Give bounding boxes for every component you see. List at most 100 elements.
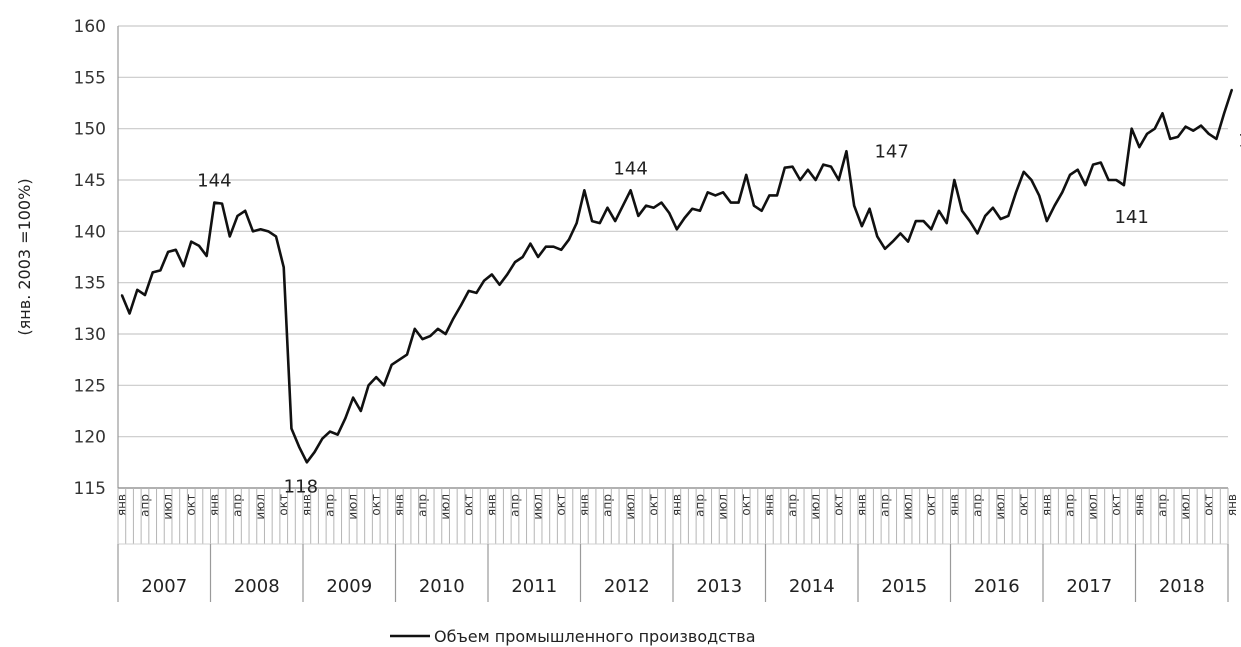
y-tick-label: 150 — [74, 120, 106, 140]
month-label: янв — [392, 494, 406, 516]
data-point — [1184, 125, 1187, 128]
y-axis-label: (янв. 2003 =100%) — [15, 178, 34, 335]
data-label: 147 — [874, 141, 908, 162]
month-label: апр — [138, 494, 152, 517]
data-point — [968, 220, 971, 222]
data-point — [413, 327, 416, 330]
data-point — [776, 194, 778, 197]
year-label: 2011 — [511, 576, 557, 597]
y-tick-label: 160 — [74, 17, 106, 37]
y-tick-label: 145 — [74, 171, 106, 191]
data-point — [521, 256, 524, 258]
month-label: окт — [462, 494, 476, 516]
data-point — [483, 279, 486, 282]
data-point — [205, 255, 208, 257]
data-point — [174, 248, 177, 251]
month-label: апр — [415, 494, 429, 517]
data-point — [945, 222, 948, 225]
data-point — [652, 206, 655, 209]
data-point — [544, 245, 547, 248]
data-point — [637, 215, 640, 217]
data-point — [460, 304, 462, 307]
data-point — [1069, 173, 1071, 176]
month-label: янв — [947, 494, 961, 516]
year-label: 2010 — [419, 576, 465, 597]
data-point — [1022, 170, 1025, 173]
y-axis-ticks: 115 120 125 130 135 140 145 150 155 160 — [74, 17, 106, 499]
month-label: окт — [369, 494, 383, 516]
data-point — [1176, 135, 1179, 138]
data-point — [899, 232, 902, 235]
month-label: янв — [577, 494, 591, 516]
data-point — [1038, 194, 1041, 197]
month-label: июл — [346, 494, 360, 520]
data-point — [938, 209, 940, 212]
data-point — [190, 240, 193, 243]
data-point — [452, 317, 455, 320]
data-point — [159, 269, 162, 272]
data-point — [606, 206, 609, 209]
data-point — [321, 437, 324, 440]
month-label: апр — [1155, 494, 1169, 517]
data-point — [182, 265, 185, 268]
data-point — [244, 209, 247, 212]
legend-label: Объем промышленного производства — [434, 627, 756, 646]
data-label: 144 — [197, 171, 231, 192]
data-point — [745, 173, 748, 176]
data-point — [675, 228, 678, 231]
data-label: 150 — [1238, 130, 1241, 151]
data-point — [144, 294, 146, 296]
data-point — [329, 430, 331, 433]
data-point — [1153, 127, 1156, 130]
data-point — [429, 335, 432, 337]
data-point — [128, 312, 131, 315]
data-point — [737, 201, 740, 204]
data-point — [1130, 127, 1133, 130]
data-point — [275, 235, 277, 238]
data-point — [930, 228, 933, 231]
data-point — [383, 384, 385, 387]
series-group — [120, 88, 1234, 464]
data-point — [760, 209, 763, 212]
grid-lines — [117, 25, 1228, 489]
data-point — [406, 353, 408, 356]
month-label: окт — [1017, 494, 1031, 516]
data-point — [845, 150, 848, 153]
data-point — [375, 376, 378, 379]
data-point — [344, 417, 347, 420]
data-point — [537, 256, 540, 258]
month-label: июл — [624, 494, 638, 520]
month-label: июл — [254, 494, 268, 520]
month-label: янв — [485, 494, 499, 516]
month-label: июл — [901, 494, 915, 520]
data-point — [1223, 112, 1226, 115]
data-point — [529, 242, 532, 245]
year-label: 2016 — [974, 576, 1020, 597]
data-point — [336, 433, 339, 436]
data-point — [167, 250, 170, 253]
month-label: июл — [809, 494, 823, 520]
data-point — [359, 410, 362, 412]
y-tick-label: 115 — [74, 479, 106, 499]
data-point — [783, 166, 786, 169]
data-point — [298, 446, 301, 448]
data-point — [1092, 163, 1095, 166]
month-label: окт — [832, 494, 846, 516]
data-point — [922, 220, 925, 222]
data-point — [868, 207, 871, 210]
data-point — [1061, 191, 1064, 194]
data-point — [1215, 138, 1218, 140]
y-tick-label: 155 — [74, 68, 106, 88]
data-point — [1076, 168, 1079, 171]
data-point — [768, 194, 771, 197]
data-point — [668, 211, 671, 214]
data-point — [629, 189, 632, 192]
month-label: апр — [1063, 494, 1077, 517]
data-point — [1099, 161, 1102, 164]
data-point — [267, 230, 270, 233]
data-point — [213, 201, 216, 204]
data-point — [1161, 112, 1164, 115]
data-label: 118 — [284, 476, 318, 497]
data-point — [1053, 204, 1056, 207]
data-point — [645, 204, 647, 207]
